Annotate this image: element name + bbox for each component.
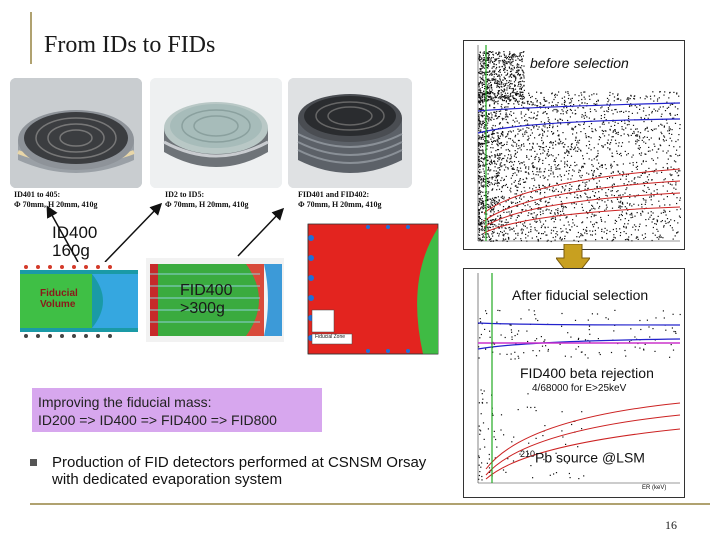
page-number: 16 xyxy=(665,518,677,532)
rejection-title: FID400 beta rejection xyxy=(520,365,654,381)
slide-title: From IDs to FIDs xyxy=(44,32,216,58)
plot-after-selection: After fiducial selection FID400 beta rej… xyxy=(463,268,685,498)
before-selection-label: before selection xyxy=(530,55,629,71)
fid400-label: FID400 >300g xyxy=(180,282,233,317)
fiducial-map-plot: Fiducial Zone xyxy=(288,218,444,368)
bullet-square-icon xyxy=(30,459,37,466)
after-selection-label: After fiducial selection xyxy=(512,287,649,303)
detector-photo-id401 xyxy=(10,78,142,188)
id400-label: ID400 160g xyxy=(52,223,98,260)
detector-photo-id2 xyxy=(150,78,282,188)
er-axis-label: ER (keV) xyxy=(642,485,667,491)
plot-before-selection: before selection xyxy=(463,40,685,250)
fiducial-volume-label: Fiducial Volume xyxy=(40,288,78,310)
fid400-schematic: FID400 >300g xyxy=(146,258,284,342)
photo-caption-2: ID2 to ID5: Φ 70mm, H 20mm, 410g xyxy=(165,190,249,209)
photo-caption-3: FID401 and FID402: Φ 70mm, H 20mm, 410g xyxy=(298,190,382,209)
photo-caption-1: ID401 to 405: Φ 70mm, H 20mm, 410g xyxy=(14,190,98,209)
fiducial-mass-line1: Improving the fiducial mass: xyxy=(38,394,212,410)
rejection-detail: 4/68000 for E>25keV xyxy=(532,383,627,394)
production-bullet-text: Production of FID detectors performed at… xyxy=(52,454,427,488)
fiducial-mass-line2: ID200 => ID400 => FID400 => FID800 xyxy=(38,412,277,428)
pb-source-label: 210Pb source @LSM xyxy=(520,449,645,466)
detector-photo-fid401 xyxy=(288,78,412,188)
fiducial-zone-legend: Fiducial Zone xyxy=(315,334,346,340)
fiducial-mass-box: Improving the fiducial mass: ID200 => ID… xyxy=(32,388,322,432)
footer-accent-line xyxy=(30,503,710,505)
title-accent-line xyxy=(30,12,32,64)
id400-schematic: Fiducial Volume xyxy=(20,262,138,340)
